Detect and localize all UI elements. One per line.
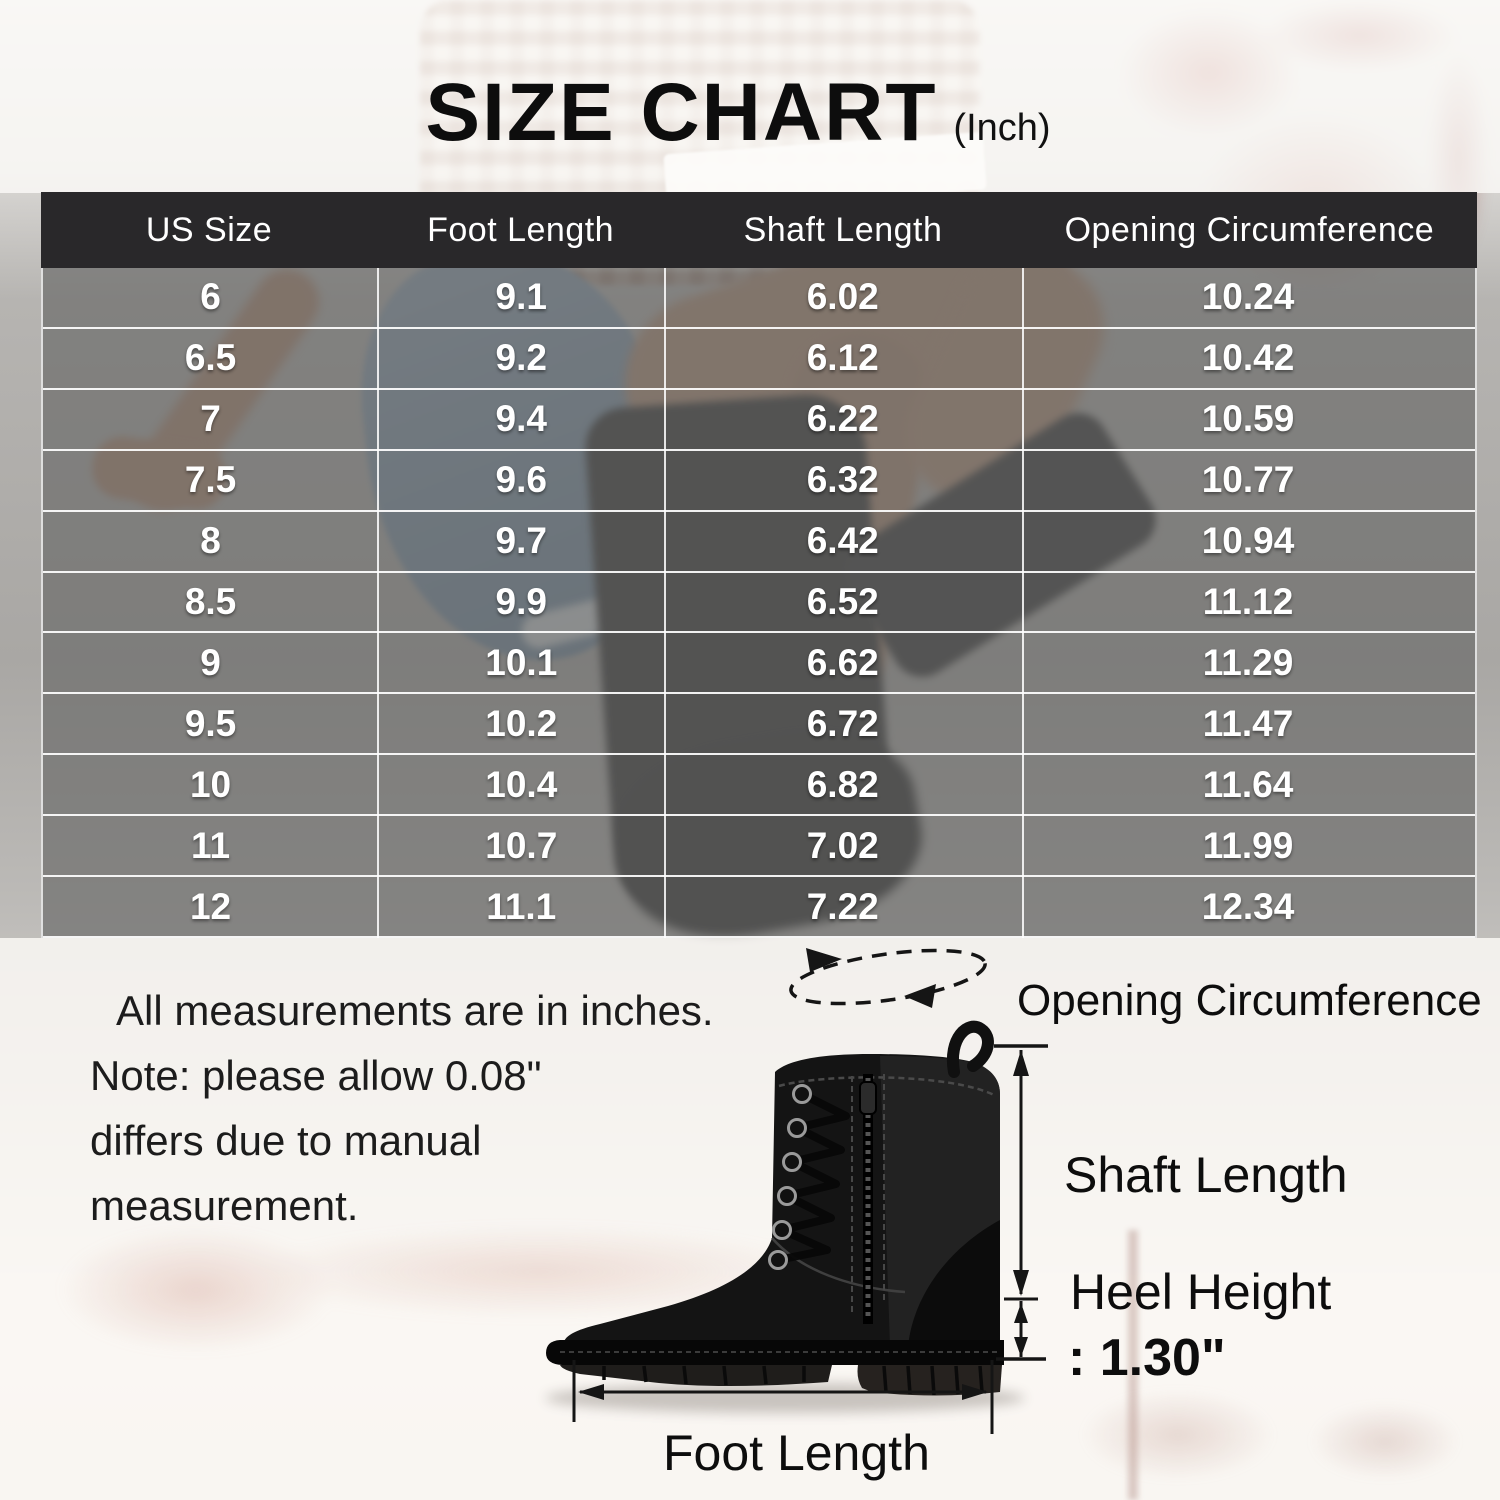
table-header-row: US Size Foot Length Shaft Length Opening… [41,192,1477,268]
table-cell: 8 [200,520,221,562]
size-table-body: 6 9.1 6.02 10.24 6.5 9.2 6.12 10.42 7 9.4 6.22 10.5… [41,268,1477,938]
table-row: 6.5 9.2 6.12 10.42 [43,329,1475,390]
column-header-foot-length: Foot Length [427,210,615,249]
title-unit: (Inch) [953,107,1051,149]
table-cell: 6.52 [806,580,879,622]
column-header-shaft-length: Shaft Length [743,210,943,249]
table-cell: 9.2 [495,337,547,379]
shaft-length-label: Shaft Length [1064,1147,1348,1203]
table-cell: 7.22 [806,885,879,927]
table-cell: 9.5 [184,702,237,744]
table-row: 9 10.1 6.62 11.29 [43,633,1475,695]
table-cell: 10.94 [1201,520,1295,562]
heel-height-label: Heel Height [1070,1264,1332,1320]
table-cell: 9.6 [495,459,547,501]
table-cell: 6.82 [806,763,879,805]
table-cell: 6.22 [806,398,879,440]
measurement-note: All measurements are in inches. Note: pl… [90,978,810,1238]
table-cell: 11.64 [1202,763,1294,805]
table-cell: 11.12 [1202,580,1294,622]
table-cell: 8.5 [184,580,237,622]
note-line: measurement. [90,1182,359,1229]
table-cell: 12.34 [1201,885,1295,927]
foot-length-label: Foot Length [663,1425,930,1481]
table-row: 8 9.7 6.42 10.94 [43,512,1475,573]
table-cell: 10.2 [485,702,558,744]
table-cell: 9.4 [495,398,547,440]
table-cell: 6.02 [806,276,879,318]
table-row: 8.5 9.9 6.52 11.12 [43,573,1475,634]
table-cell: 11.47 [1202,702,1294,744]
table-cell: 10.77 [1201,459,1295,501]
table-cell: 7 [200,398,221,440]
top-white-overlay [0,0,1500,193]
table-row: 10 10.4 6.82 11.64 [43,755,1475,817]
column-header-us-size: US Size [145,210,273,249]
table-cell: 6.32 [806,459,879,501]
table-cell: 6.42 [806,520,879,562]
table-cell: 10.1 [485,641,558,683]
table-cell: 10.4 [485,763,558,805]
table-cell: 11.99 [1202,824,1294,866]
table-cell: 6 [200,276,221,318]
faded-stones-bottom-right [1040,1370,1500,1500]
table-cell: 6.12 [806,337,879,379]
table-cell: 6.5 [184,337,237,379]
table-cell: 9.9 [495,580,547,622]
table-cell: 9 [200,641,221,683]
table-cell: 6.62 [806,641,879,683]
table-cell: 10.42 [1201,337,1295,379]
page-title: SIZE CHART (Inch) [0,66,1488,160]
table-cell: 9.7 [495,520,547,562]
table-cell: 10 [189,763,232,805]
note-line: Note: please allow 0.08" [90,1052,542,1099]
table-cell: 11.1 [486,885,557,927]
table-row: 9.5 10.2 6.72 11.47 [43,694,1475,756]
table-cell: 10.24 [1201,276,1295,318]
title-text: SIZE CHART [425,67,938,158]
table-cell: 6.72 [806,702,879,744]
table-row: 7.5 9.6 6.32 10.77 [43,451,1475,512]
table-cell: 10.7 [485,824,558,866]
table-cell: 11 [190,824,231,866]
table-cell: 7.5 [184,459,237,501]
table-row: 12 11.1 7.22 12.34 [43,877,1475,938]
note-line: differs due to manual [90,1117,482,1164]
note-line: All measurements are in inches. [116,987,714,1034]
table-cell: 10.59 [1201,398,1295,440]
column-header-opening-circumference: Opening Circumference [1064,210,1435,249]
heel-height-value: : 1.30" [1068,1329,1226,1387]
table-cell: 12 [189,885,232,927]
faded-plant-stem [1128,1230,1138,1500]
table-cell: 9.1 [495,276,547,318]
opening-circumference-label: Opening Circumference [1017,976,1482,1025]
table-cell: 11.29 [1202,641,1294,683]
table-row: 7 9.4 6.22 10.59 [43,390,1475,451]
table-row: 11 10.7 7.02 11.99 [43,816,1475,878]
table-cell: 7.02 [806,824,879,866]
table-row: 6 9.1 6.02 10.24 [43,268,1475,329]
